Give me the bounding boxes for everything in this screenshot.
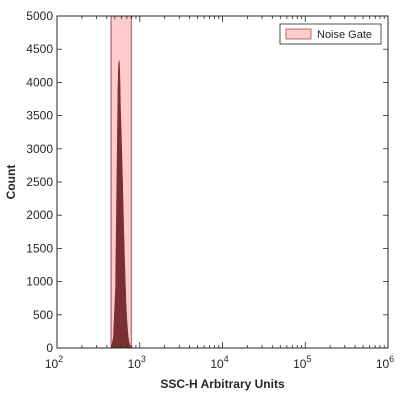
y-tick-label: 4000 <box>26 75 53 89</box>
histogram-layer <box>110 60 133 349</box>
legend-label: Noise Gate <box>317 29 372 41</box>
legend: Noise Gate <box>279 23 382 45</box>
y-tick-label: 0 <box>46 341 53 355</box>
y-axis-label: Count <box>4 165 18 200</box>
legend-swatch <box>285 28 312 40</box>
x-axis-label: SSC-H Arbitrary Units <box>160 377 285 391</box>
y-tick-label: 1000 <box>26 275 53 289</box>
y-ticks: 0 500 1000 1500 2000 2500 3000 3500 4000 4500 5000 <box>26 9 388 355</box>
plot-background <box>57 16 388 348</box>
x-tick-label: 104 <box>210 354 228 371</box>
x-tick-label: 105 <box>293 354 311 371</box>
y-tick-label: 500 <box>33 308 53 322</box>
x-ticks: 102 103 104 105 106 <box>45 16 394 371</box>
x-tick-label: 103 <box>128 354 146 371</box>
x-tick-label: 102 <box>45 354 63 371</box>
y-tick-label: 5000 <box>26 9 53 23</box>
histogram-area <box>110 60 133 349</box>
y-tick-label: 2500 <box>26 175 53 189</box>
y-tick-label: 2000 <box>26 208 53 222</box>
y-tick-label: 3000 <box>26 142 53 156</box>
x-tick-label: 106 <box>376 354 394 371</box>
y-tick-label: 1500 <box>26 241 53 255</box>
y-tick-label: 4500 <box>26 42 53 56</box>
y-tick-label: 3500 <box>26 109 53 123</box>
